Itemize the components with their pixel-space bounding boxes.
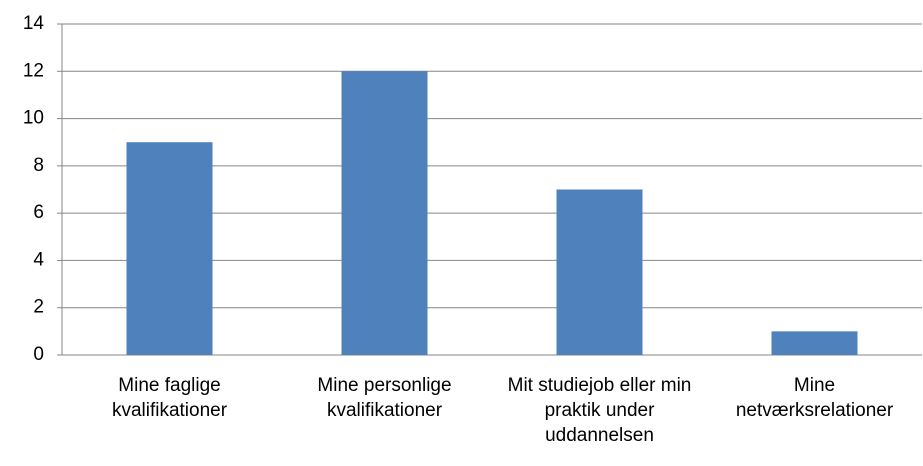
bar [341,71,428,356]
bar [771,331,858,355]
bar [126,142,213,355]
x-tick-label: Mine netværksrelationer [735,375,894,421]
y-tick-label: 6 [33,202,44,223]
y-tick-label: 14 [23,13,45,34]
y-tick-label: 12 [23,60,44,81]
bar [556,189,643,355]
x-tick-label: Mine personlige kvalifikationer [317,375,452,421]
y-tick-label: 0 [33,344,44,365]
y-tick-label: 8 [33,155,44,176]
y-tick-label: 2 [33,297,44,318]
y-tick-label: 4 [33,249,44,270]
x-tick-label: Mit studiejob eller min praktik under ud… [507,375,692,446]
y-tick-label: 10 [23,108,44,129]
x-tick-label: Mine faglige kvalifikationer [111,375,228,421]
